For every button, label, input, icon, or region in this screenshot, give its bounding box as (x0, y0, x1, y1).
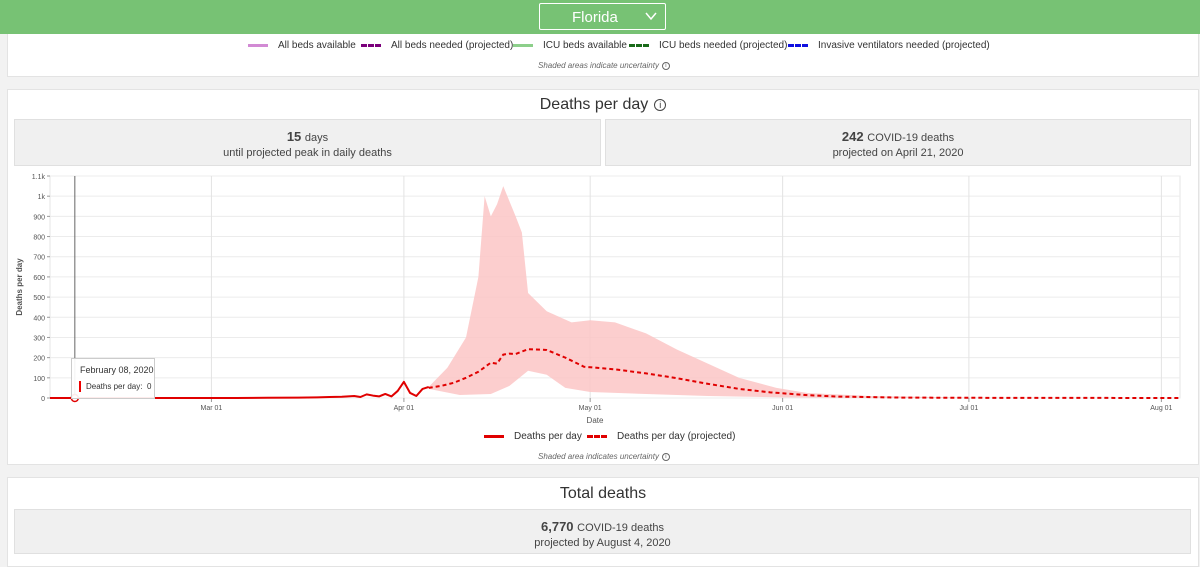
tooltip-date: February 08, 2020 (80, 365, 154, 375)
legend-label: Invasive ventilators needed (projected) (818, 40, 990, 51)
x-tick-label: Jul 01 (960, 405, 979, 412)
legend-swatch (513, 44, 533, 47)
tooltip-value: 0 (146, 382, 152, 391)
y-tick-label: 300 (33, 335, 45, 342)
resource-legend-item[interactable]: Invasive ventilators needed (projected) (788, 40, 990, 51)
deaths-per-day-title: Deaths per day i (8, 96, 1198, 114)
resource-legend-item[interactable]: ICU beds available (513, 40, 627, 51)
series-line-projected (428, 348, 1181, 399)
top-bar: Florida (0, 0, 1200, 34)
legend-swatch (361, 44, 381, 47)
legend-item-actual[interactable]: Deaths per day (484, 431, 582, 442)
resource-legend-item[interactable]: ICU beds needed (projected) (629, 40, 787, 51)
legend-swatch-dashed (587, 435, 607, 438)
tooltip-label: Deaths per day: (86, 382, 143, 391)
deaths-stat-main: 242 COVID-19 deaths (606, 129, 1190, 144)
info-icon[interactable]: i (661, 452, 670, 461)
legend-label: ICU beds needed (projected) (659, 40, 788, 51)
state-select-label: Florida (572, 9, 618, 26)
x-tick-label: Mar 01 (201, 405, 223, 412)
legend-label: ICU beds available (543, 40, 627, 51)
tooltip-color-bar (79, 381, 81, 392)
y-tick-label: 400 (33, 315, 45, 322)
x-tick-label: May 01 (579, 405, 602, 412)
y-tick-label: 600 (33, 275, 45, 282)
chevron-down-icon (645, 12, 657, 21)
deaths-uncertainty-note: Shaded area indicates uncertainty i (538, 452, 670, 461)
y-tick-label: 800 (33, 235, 45, 242)
legend-label-actual: Deaths per day (514, 431, 582, 442)
x-axis-label: Date (587, 416, 604, 425)
y-tick-label: 0 (41, 396, 45, 403)
resource-legend-item[interactable]: All beds needed (projected) (361, 40, 513, 51)
legend-label-projected: Deaths per day (projected) (617, 431, 736, 442)
resource-uncertainty-note: Shaded areas indicate uncertainty i (538, 61, 670, 70)
y-tick-label: 700 (33, 255, 45, 262)
deaths-stat-value: 242 (841, 129, 864, 144)
resource-note-text: Shaded areas indicate uncertainty (538, 61, 659, 70)
legend-swatch-solid (484, 435, 504, 438)
y-tick-label: 500 (33, 295, 45, 302)
total-stat-main: 6,770 COVID-19 deaths (15, 519, 1190, 534)
x-tick-label: Aug 01 (1150, 405, 1172, 412)
peak-stat-unit: days (304, 132, 329, 144)
y-axis-label: Deaths per day (15, 258, 24, 316)
deaths-per-day-title-text: Deaths per day (539, 96, 649, 113)
y-tick-label: 200 (33, 356, 45, 363)
peak-stat-main: 15 days (15, 129, 600, 144)
deaths-stat-box: 242 COVID-19 deaths projected on April 2… (605, 119, 1191, 166)
peak-stat-value: 15 (286, 129, 302, 144)
total-deaths-card: Total deaths 6,770 COVID-19 deaths proje… (7, 477, 1199, 567)
info-icon[interactable]: i (661, 61, 670, 70)
peak-stat-box: 15 days until projected peak in daily de… (14, 119, 601, 166)
y-tick-label: 1.1k (32, 174, 46, 181)
tooltip-row: Deaths per day: 0 (79, 381, 151, 392)
chart-tooltip: February 08, 2020 Deaths per day: 0 (71, 358, 155, 399)
total-deaths-stat-box: 6,770 COVID-19 deaths projected by Augus… (14, 509, 1191, 554)
y-tick-label: 100 (33, 376, 45, 383)
resource-legend: All beds available All beds needed (proje… (8, 40, 1200, 54)
legend-label: All beds available (278, 40, 356, 51)
deaths-note-text: Shaded area indicates uncertainty (538, 452, 659, 461)
series-line-actual (50, 380, 430, 399)
legend-item-projected[interactable]: Deaths per day (projected) (587, 431, 735, 442)
info-icon[interactable]: i (654, 98, 667, 111)
x-tick-label: Jun 01 (772, 405, 793, 412)
peak-stat-sub: until projected peak in daily deaths (223, 147, 392, 159)
state-select[interactable]: Florida (539, 3, 666, 30)
legend-swatch (629, 44, 649, 47)
legend-label: All beds needed (projected) (391, 40, 514, 51)
y-tick-label: 900 (33, 214, 45, 221)
total-stat-value: 6,770 (541, 519, 574, 534)
y-tick-label: 1k (38, 194, 46, 201)
uncertainty-band (428, 186, 1180, 398)
total-stat-unit: COVID-19 deaths (577, 522, 664, 534)
total-deaths-title: Total deaths (559, 485, 647, 502)
total-stat-sub: projected by August 4, 2020 (534, 537, 671, 549)
legend-swatch (788, 44, 808, 47)
resource-legend-card: All beds available All beds needed (proje… (7, 34, 1199, 77)
resource-legend-item[interactable]: All beds available (248, 40, 356, 51)
deaths-stat-unit: COVID-19 deaths (867, 132, 955, 144)
legend-swatch (248, 44, 268, 47)
x-tick-label: Apr 01 (394, 405, 415, 412)
deaths-stat-sub: projected on April 21, 2020 (832, 147, 964, 159)
